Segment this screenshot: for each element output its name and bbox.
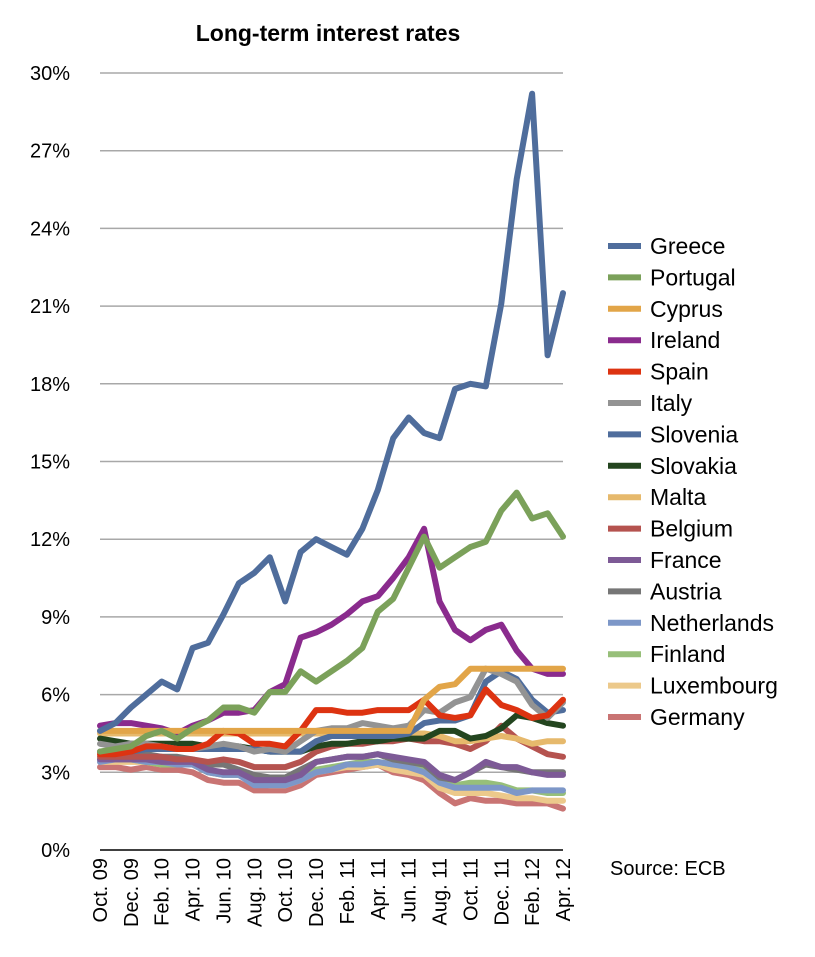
chart-title: Long-term interest rates xyxy=(196,20,461,46)
legend-label: Portugal xyxy=(650,264,736,290)
y-tick-label: 24% xyxy=(30,218,70,240)
legend-label: Cyprus xyxy=(650,296,723,322)
series-line-slovakia xyxy=(97,712,566,755)
y-tick-label: 15% xyxy=(30,452,70,474)
legend-label: Ireland xyxy=(650,327,720,353)
grid-lines xyxy=(100,72,563,774)
x-tick-label: Jun. 10 xyxy=(213,858,235,924)
legend-label: Luxembourg xyxy=(650,673,778,699)
legend-label: Slovakia xyxy=(650,453,737,479)
x-tick-label: Oct. 10 xyxy=(275,858,297,922)
legend-label: Germany xyxy=(650,704,745,730)
y-tick-label: 12% xyxy=(30,529,70,551)
x-tick-label: Aug. 10 xyxy=(244,858,266,927)
x-tick-label: Oct. 09 xyxy=(90,858,112,922)
legend-label: Slovenia xyxy=(650,421,738,447)
x-tick-label: Apr. 10 xyxy=(183,858,205,921)
y-axis-tick-labels: 0% 3% 6% 9% 12% 15% 18% 21% 24% 27% 30% xyxy=(30,63,70,862)
legend: Greece Portugal Cyprus Ireland Spain Italy Slo… xyxy=(608,233,778,730)
x-tick-label: Apr. 12 xyxy=(553,858,575,921)
series-line-greece xyxy=(97,90,566,734)
series-line-spain xyxy=(97,686,566,758)
legend-label: Malta xyxy=(650,484,706,510)
x-axis-tick-labels: Oct. 09 Dec. 09 Feb. 10 Apr. 10 Jun. 10 Aug. … xyxy=(90,858,575,927)
legend-label: Greece xyxy=(650,233,725,259)
legend-label: Italy xyxy=(650,390,693,416)
y-tick-label: 9% xyxy=(41,607,70,629)
series-lines xyxy=(97,90,566,812)
y-tick-label: 3% xyxy=(41,762,70,784)
y-tick-label: 27% xyxy=(30,141,70,163)
series-line-ireland xyxy=(97,525,566,737)
x-tick-label: Feb. 10 xyxy=(152,858,174,926)
x-tick-label: Aug. 11 xyxy=(430,858,452,925)
x-tick-label: Jun. 11 xyxy=(399,858,421,922)
series-line-portugal xyxy=(97,489,566,755)
source-note: Source: ECB xyxy=(610,858,726,880)
y-tick-label: 18% xyxy=(30,374,70,396)
y-tick-label: 0% xyxy=(41,840,70,862)
x-tick-label: Apr. 11 xyxy=(368,858,390,920)
x-tick-label: Feb. 11 xyxy=(337,858,359,924)
y-tick-label: 30% xyxy=(30,63,70,85)
x-tick-label: Dec. 10 xyxy=(306,858,328,927)
x-tick-label: Dec. 11 xyxy=(491,858,513,925)
legend-label: France xyxy=(650,547,722,573)
legend-label: Austria xyxy=(650,578,722,604)
y-tick-label: 6% xyxy=(41,685,70,707)
legend-label: Netherlands xyxy=(650,610,774,636)
x-tick-label: Oct. 11 xyxy=(460,858,482,921)
legend-label: Finland xyxy=(650,641,725,667)
legend-label: Spain xyxy=(650,359,709,385)
series-line-cyprus xyxy=(97,665,566,734)
y-tick-label: 21% xyxy=(30,296,70,318)
x-tick-label: Feb. 12 xyxy=(522,858,544,926)
legend-label: Belgium xyxy=(650,516,733,542)
x-tick-label: Dec. 09 xyxy=(121,858,143,927)
